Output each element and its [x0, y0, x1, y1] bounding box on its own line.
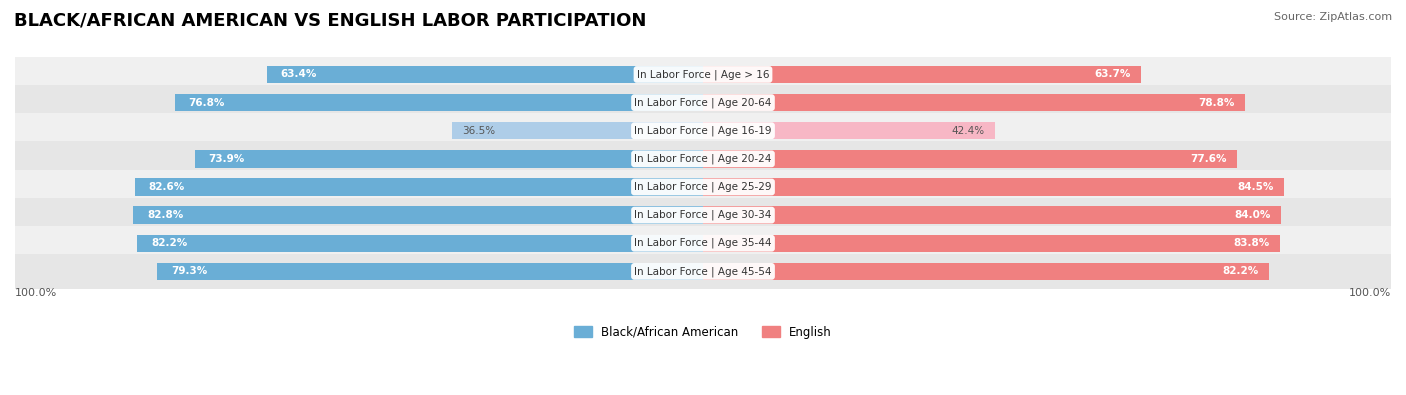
Bar	[703, 178, 1284, 196]
Text: In Labor Force | Age 30-34: In Labor Force | Age 30-34	[634, 210, 772, 220]
Bar	[451, 122, 703, 139]
Text: 77.6%: 77.6%	[1189, 154, 1226, 164]
Bar	[15, 254, 1391, 289]
Text: BLACK/AFRICAN AMERICAN VS ENGLISH LABOR PARTICIPATION: BLACK/AFRICAN AMERICAN VS ENGLISH LABOR …	[14, 12, 647, 30]
Text: 84.5%: 84.5%	[1237, 182, 1274, 192]
Bar	[703, 263, 1268, 280]
Bar	[135, 178, 703, 196]
Text: In Labor Force | Age 20-64: In Labor Force | Age 20-64	[634, 97, 772, 108]
Bar	[703, 94, 1246, 111]
Bar	[174, 94, 703, 111]
Text: In Labor Force | Age 20-24: In Labor Force | Age 20-24	[634, 154, 772, 164]
Bar	[194, 150, 703, 167]
Bar	[15, 113, 1391, 148]
Text: 83.8%: 83.8%	[1233, 238, 1270, 248]
Text: 82.2%: 82.2%	[1222, 266, 1258, 276]
Text: 63.7%: 63.7%	[1094, 70, 1130, 79]
Bar	[15, 198, 1391, 233]
Text: 63.4%: 63.4%	[281, 70, 316, 79]
Bar	[134, 207, 703, 224]
Bar	[703, 150, 1237, 167]
Bar	[15, 141, 1391, 176]
Text: 84.0%: 84.0%	[1234, 210, 1271, 220]
Text: 100.0%: 100.0%	[1348, 288, 1391, 298]
Bar	[138, 235, 703, 252]
Bar	[703, 235, 1279, 252]
Text: 76.8%: 76.8%	[188, 98, 225, 107]
Text: 82.2%: 82.2%	[152, 238, 187, 248]
Bar	[157, 263, 703, 280]
Text: 82.6%: 82.6%	[149, 182, 184, 192]
Bar	[15, 85, 1391, 120]
Bar	[703, 122, 994, 139]
Text: In Labor Force | Age 35-44: In Labor Force | Age 35-44	[634, 238, 772, 248]
Text: 73.9%: 73.9%	[208, 154, 245, 164]
Legend: Black/African American, English: Black/African American, English	[569, 321, 837, 343]
Text: In Labor Force | Age 25-29: In Labor Force | Age 25-29	[634, 182, 772, 192]
Bar	[703, 207, 1281, 224]
Text: Source: ZipAtlas.com: Source: ZipAtlas.com	[1274, 12, 1392, 22]
Text: 78.8%: 78.8%	[1198, 98, 1234, 107]
Bar	[15, 226, 1391, 261]
Text: 100.0%: 100.0%	[15, 288, 58, 298]
Text: In Labor Force | Age > 16: In Labor Force | Age > 16	[637, 69, 769, 80]
Text: 79.3%: 79.3%	[172, 266, 208, 276]
Bar	[703, 66, 1142, 83]
Text: In Labor Force | Age 16-19: In Labor Force | Age 16-19	[634, 126, 772, 136]
Bar	[15, 169, 1391, 205]
Text: 36.5%: 36.5%	[463, 126, 495, 136]
Text: In Labor Force | Age 45-54: In Labor Force | Age 45-54	[634, 266, 772, 276]
Bar	[15, 57, 1391, 92]
Text: 82.8%: 82.8%	[148, 210, 183, 220]
Bar	[267, 66, 703, 83]
Text: 42.4%: 42.4%	[952, 126, 984, 136]
